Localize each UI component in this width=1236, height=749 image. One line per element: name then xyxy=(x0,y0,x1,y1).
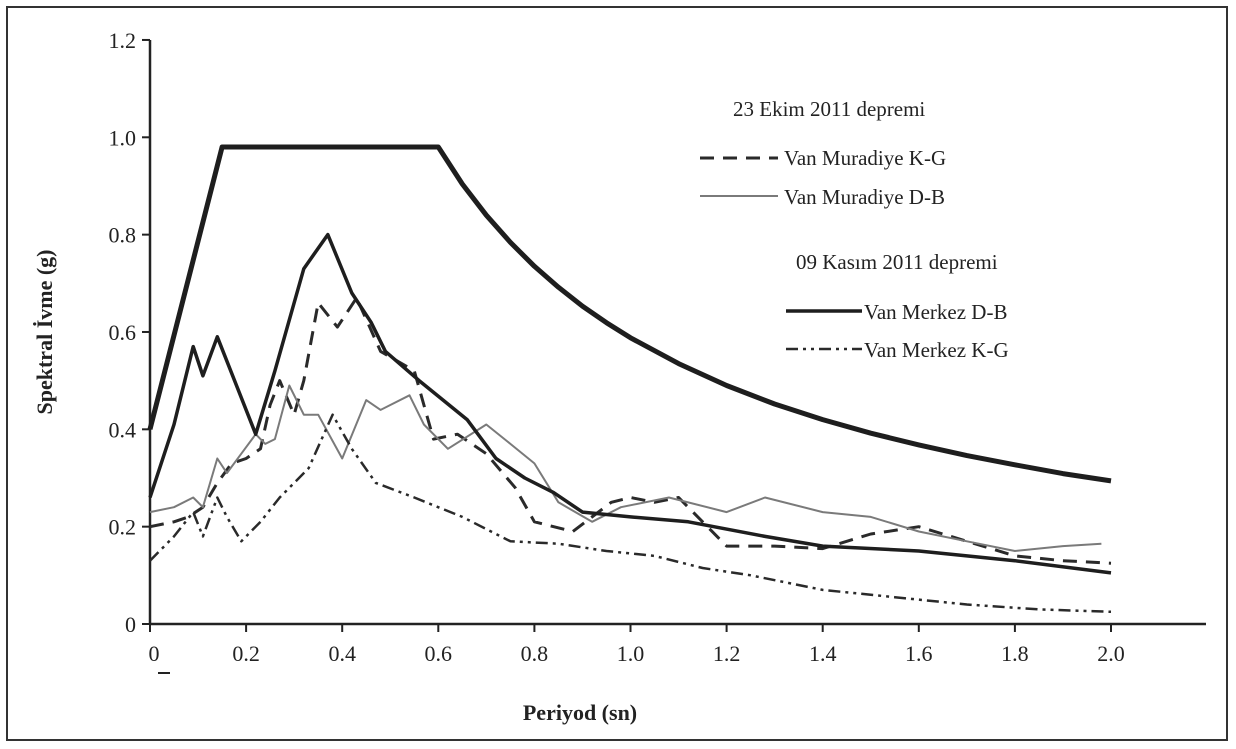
x-axis-ticks: 0 0.2 0.4 0.6 0.8 1.0 1.2 1.4 1.6 1.8 2.0 xyxy=(149,624,1125,666)
legend-label-merkez-db: Van Merkez D-B xyxy=(864,300,1007,324)
x-axis-title: Periyod (sn) xyxy=(523,700,637,725)
y-tick-label: 1.0 xyxy=(109,125,137,150)
series-muradiye-kg xyxy=(149,296,1112,565)
chart-frame: 0 0.2 0.4 0.6 0.8 1.0 1.2 0 0.2 0.4 0.6 0.8 1.0 1.2 1… xyxy=(6,6,1228,741)
series-merkez-db xyxy=(148,232,1112,575)
y-axis-ticks: 0 0.2 0.4 0.6 0.8 1.0 1.2 xyxy=(109,28,150,637)
y-tick-label: 0.2 xyxy=(109,515,137,540)
series-muradiye-db xyxy=(149,384,1102,552)
legend: 23 Ekim 2011 depremi Van Muradiye K-G Va… xyxy=(700,97,1009,362)
x-tick-label: 1.6 xyxy=(905,641,933,666)
legend-label-muradiye-kg: Van Muradiye K-G xyxy=(784,146,946,170)
x-tick-label: 1.8 xyxy=(1001,641,1029,666)
x-tick-label: 0 xyxy=(149,641,160,666)
y-tick-label: 0.8 xyxy=(109,223,137,248)
legend-label-muradiye-db: Van Muradiye D-B xyxy=(784,185,945,209)
y-tick-label: 1.2 xyxy=(109,28,137,53)
y-axis-title: Spektral İvme (g) xyxy=(32,250,57,415)
y-tick-label: 0 xyxy=(125,612,136,637)
series-layer xyxy=(147,144,1112,614)
x-tick-label: 1.2 xyxy=(713,641,741,666)
x-tick-label: 1.4 xyxy=(809,641,837,666)
spectrum-chart: 0 0.2 0.4 0.6 0.8 1.0 1.2 0 0.2 0.4 0.6 0.8 1.0 1.2 1… xyxy=(32,28,1206,725)
x-tick-label: 0.8 xyxy=(521,641,549,666)
series-merkez-kg xyxy=(149,413,1112,614)
legend-heading-ekim: 23 Ekim 2011 depremi xyxy=(733,97,925,121)
x-tick-label: 0.4 xyxy=(328,641,356,666)
y-tick-label: 0.6 xyxy=(109,320,137,345)
x-tick-label: 2.0 xyxy=(1097,641,1125,666)
series-design-spectrum xyxy=(147,144,1112,484)
legend-heading-kasim: 09 Kasım 2011 depremi xyxy=(796,250,998,274)
x-tick-label: 0.6 xyxy=(425,641,453,666)
legend-label-merkez-kg: Van Merkez K-G xyxy=(864,338,1009,362)
y-tick-label: 0.4 xyxy=(109,417,137,442)
x-tick-label: 1.0 xyxy=(617,641,645,666)
x-tick-label: 0.2 xyxy=(232,641,260,666)
